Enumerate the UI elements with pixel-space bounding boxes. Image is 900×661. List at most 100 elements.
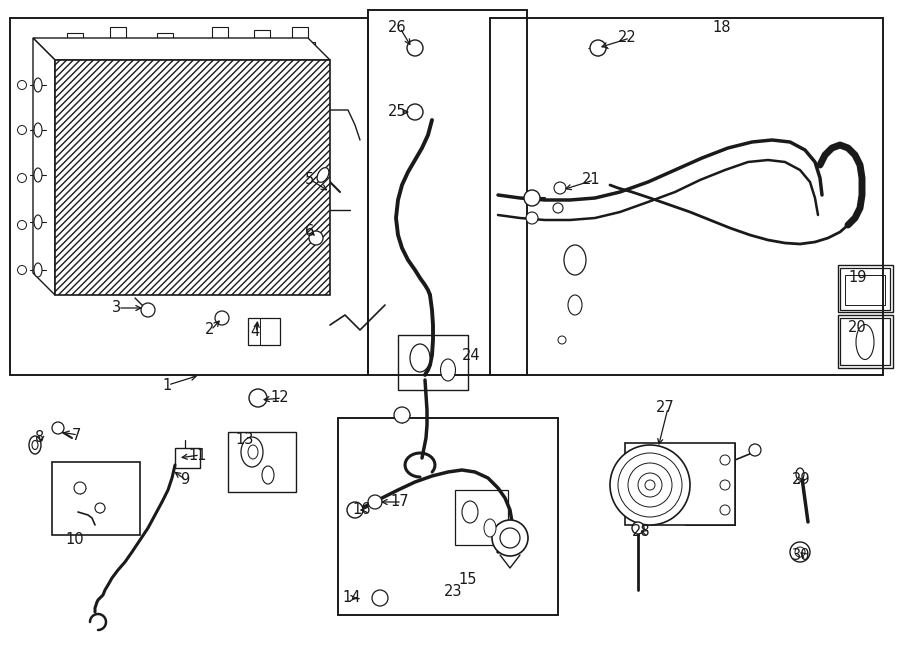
Circle shape xyxy=(17,266,26,274)
Circle shape xyxy=(407,40,423,56)
Circle shape xyxy=(407,104,423,120)
Bar xyxy=(52,462,140,535)
Text: 20: 20 xyxy=(848,321,867,336)
Bar xyxy=(67,33,83,52)
Text: 25: 25 xyxy=(388,104,407,120)
Text: 2: 2 xyxy=(205,323,214,338)
Bar xyxy=(292,27,308,46)
Text: 4: 4 xyxy=(250,325,259,340)
Bar xyxy=(490,18,883,375)
Bar xyxy=(338,418,558,615)
Ellipse shape xyxy=(462,501,478,523)
Circle shape xyxy=(215,311,229,325)
Text: 22: 22 xyxy=(618,30,637,46)
Circle shape xyxy=(347,502,363,518)
Bar xyxy=(228,432,296,492)
Polygon shape xyxy=(33,38,330,60)
Text: 5: 5 xyxy=(305,173,314,188)
Text: 28: 28 xyxy=(632,524,651,539)
Text: 17: 17 xyxy=(390,494,409,510)
Circle shape xyxy=(720,480,730,490)
Bar xyxy=(157,33,173,52)
Circle shape xyxy=(368,495,382,509)
Ellipse shape xyxy=(34,123,42,137)
Circle shape xyxy=(790,542,810,562)
Text: 11: 11 xyxy=(188,447,206,463)
Text: 7: 7 xyxy=(72,428,81,442)
Circle shape xyxy=(610,445,690,525)
Circle shape xyxy=(17,81,26,89)
Ellipse shape xyxy=(29,436,41,454)
Bar xyxy=(175,448,200,468)
Bar xyxy=(258,48,272,66)
Text: 12: 12 xyxy=(270,391,289,405)
Circle shape xyxy=(749,444,761,456)
Bar xyxy=(455,490,508,545)
Circle shape xyxy=(95,503,105,513)
Bar xyxy=(163,52,177,70)
Circle shape xyxy=(553,203,563,213)
Bar xyxy=(838,265,893,312)
Circle shape xyxy=(141,303,155,317)
Ellipse shape xyxy=(440,359,455,381)
Ellipse shape xyxy=(34,78,42,92)
Polygon shape xyxy=(33,38,55,295)
Text: 15: 15 xyxy=(458,572,476,588)
Text: 19: 19 xyxy=(848,270,867,286)
Circle shape xyxy=(720,455,730,465)
Bar xyxy=(840,268,890,310)
Text: 29: 29 xyxy=(792,473,811,488)
Text: 18: 18 xyxy=(712,20,731,36)
Bar xyxy=(10,18,368,375)
Ellipse shape xyxy=(856,325,874,360)
Text: 23: 23 xyxy=(444,584,463,600)
Text: 24: 24 xyxy=(462,348,481,362)
Circle shape xyxy=(590,40,606,56)
Circle shape xyxy=(17,126,26,134)
Bar xyxy=(301,42,315,60)
Ellipse shape xyxy=(796,468,804,480)
Circle shape xyxy=(795,547,805,557)
Circle shape xyxy=(74,482,86,494)
Ellipse shape xyxy=(410,344,430,372)
Ellipse shape xyxy=(568,295,582,315)
Bar xyxy=(368,10,527,375)
Circle shape xyxy=(17,221,26,229)
Bar xyxy=(838,315,893,368)
Text: 6: 6 xyxy=(305,225,314,239)
Circle shape xyxy=(526,212,538,224)
Bar xyxy=(212,27,228,46)
Text: 26: 26 xyxy=(388,20,407,36)
Circle shape xyxy=(17,173,26,182)
Text: 14: 14 xyxy=(342,590,361,605)
Bar xyxy=(254,30,270,49)
Text: 8: 8 xyxy=(35,430,44,446)
Ellipse shape xyxy=(484,519,496,537)
Circle shape xyxy=(52,422,64,434)
Bar xyxy=(398,335,468,390)
Ellipse shape xyxy=(558,336,566,344)
Bar xyxy=(211,45,225,63)
Text: 16: 16 xyxy=(352,502,371,518)
Ellipse shape xyxy=(34,168,42,182)
Ellipse shape xyxy=(32,440,38,449)
Text: 1: 1 xyxy=(162,377,171,393)
Bar xyxy=(73,52,87,70)
Circle shape xyxy=(394,407,410,423)
Ellipse shape xyxy=(34,263,42,277)
Ellipse shape xyxy=(564,245,586,275)
Circle shape xyxy=(632,522,644,534)
Circle shape xyxy=(249,389,267,407)
Text: 30: 30 xyxy=(792,547,811,563)
Ellipse shape xyxy=(262,466,274,484)
Bar xyxy=(845,275,885,305)
Text: 9: 9 xyxy=(180,473,189,488)
Ellipse shape xyxy=(317,168,328,182)
Circle shape xyxy=(309,231,323,245)
Text: 21: 21 xyxy=(582,173,600,188)
Bar xyxy=(840,318,890,365)
Text: 13: 13 xyxy=(235,432,254,447)
Bar xyxy=(248,318,280,345)
Text: 3: 3 xyxy=(112,301,122,315)
Circle shape xyxy=(554,182,566,194)
